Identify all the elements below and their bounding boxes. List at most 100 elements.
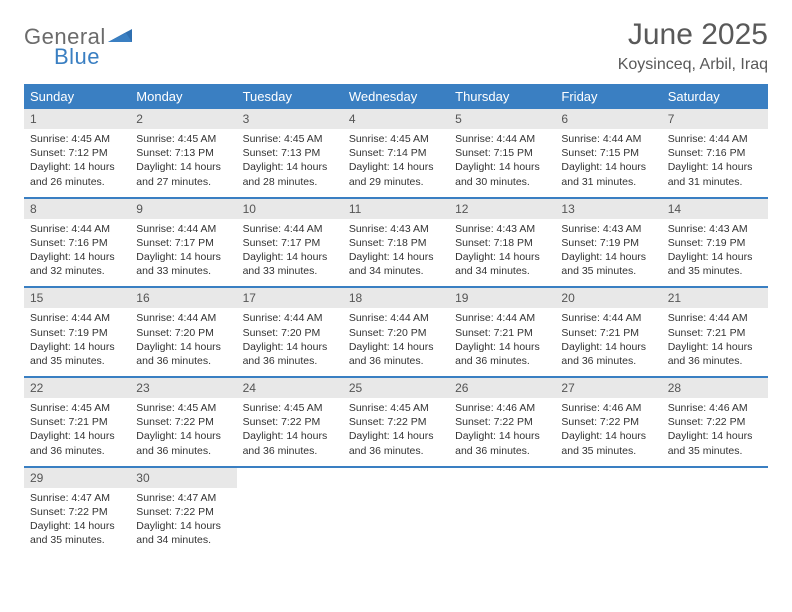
daylight-line: Daylight: 14 hours and 32 minutes. xyxy=(30,250,124,278)
day-cell: 3Sunrise: 4:45 AMSunset: 7:13 PMDaylight… xyxy=(237,109,343,197)
day-body: Sunrise: 4:45 AMSunset: 7:22 PMDaylight:… xyxy=(237,398,343,458)
day-number: 18 xyxy=(343,288,449,308)
day-cell: .. xyxy=(343,468,449,556)
weekday-header-monday: Monday xyxy=(130,84,236,109)
logo: General Blue xyxy=(24,18,134,70)
daylight-line: Daylight: 14 hours and 35 minutes. xyxy=(30,519,124,547)
sunrise-line: Sunrise: 4:44 AM xyxy=(668,311,762,325)
sunset-line: Sunset: 7:22 PM xyxy=(668,415,762,429)
header-row: General Blue June 2025 Koysinceq, Arbil,… xyxy=(24,18,768,74)
sunrise-line: Sunrise: 4:44 AM xyxy=(30,222,124,236)
day-number: 8 xyxy=(24,199,130,219)
daylight-line: Daylight: 14 hours and 34 minutes. xyxy=(136,519,230,547)
daylight-line: Daylight: 14 hours and 36 minutes. xyxy=(349,340,443,368)
day-cell: 15Sunrise: 4:44 AMSunset: 7:19 PMDayligh… xyxy=(24,288,130,376)
day-body: Sunrise: 4:43 AMSunset: 7:18 PMDaylight:… xyxy=(449,219,555,279)
daylight-line: Daylight: 14 hours and 26 minutes. xyxy=(30,160,124,188)
weekday-header-friday: Friday xyxy=(555,84,661,109)
location-label: Koysinceq, Arbil, Iraq xyxy=(618,56,768,74)
day-number: 28 xyxy=(662,378,768,398)
day-cell: 20Sunrise: 4:44 AMSunset: 7:21 PMDayligh… xyxy=(555,288,661,376)
day-body: Sunrise: 4:45 AMSunset: 7:13 PMDaylight:… xyxy=(237,129,343,189)
daylight-line: Daylight: 14 hours and 36 minutes. xyxy=(136,429,230,457)
day-body: Sunrise: 4:44 AMSunset: 7:19 PMDaylight:… xyxy=(24,308,130,368)
sunrise-line: Sunrise: 4:44 AM xyxy=(136,311,230,325)
logo-triangle-icon xyxy=(108,26,134,49)
sunset-line: Sunset: 7:19 PM xyxy=(668,236,762,250)
sunset-line: Sunset: 7:21 PM xyxy=(668,326,762,340)
sunrise-line: Sunrise: 4:47 AM xyxy=(30,491,124,505)
sunset-line: Sunset: 7:19 PM xyxy=(30,326,124,340)
weekday-header-row: SundayMondayTuesdayWednesdayThursdayFrid… xyxy=(24,84,768,109)
week-row: 29Sunrise: 4:47 AMSunset: 7:22 PMDayligh… xyxy=(24,466,768,556)
daylight-line: Daylight: 14 hours and 36 minutes. xyxy=(30,429,124,457)
sunrise-line: Sunrise: 4:45 AM xyxy=(349,132,443,146)
day-cell: 7Sunrise: 4:44 AMSunset: 7:16 PMDaylight… xyxy=(662,109,768,197)
daylight-line: Daylight: 14 hours and 36 minutes. xyxy=(243,429,337,457)
calendar-grid: SundayMondayTuesdayWednesdayThursdayFrid… xyxy=(24,84,768,555)
day-cell: 24Sunrise: 4:45 AMSunset: 7:22 PMDayligh… xyxy=(237,378,343,466)
daylight-line: Daylight: 14 hours and 33 minutes. xyxy=(243,250,337,278)
sunset-line: Sunset: 7:12 PM xyxy=(30,146,124,160)
daylight-line: Daylight: 14 hours and 34 minutes. xyxy=(455,250,549,278)
sunrise-line: Sunrise: 4:46 AM xyxy=(561,401,655,415)
sunrise-line: Sunrise: 4:43 AM xyxy=(668,222,762,236)
day-cell: 9Sunrise: 4:44 AMSunset: 7:17 PMDaylight… xyxy=(130,199,236,287)
sunset-line: Sunset: 7:19 PM xyxy=(561,236,655,250)
sunset-line: Sunset: 7:17 PM xyxy=(243,236,337,250)
day-cell: 27Sunrise: 4:46 AMSunset: 7:22 PMDayligh… xyxy=(555,378,661,466)
day-number: 2 xyxy=(130,109,236,129)
weekday-header-thursday: Thursday xyxy=(449,84,555,109)
day-cell: 10Sunrise: 4:44 AMSunset: 7:17 PMDayligh… xyxy=(237,199,343,287)
weekday-header-tuesday: Tuesday xyxy=(237,84,343,109)
day-number: 15 xyxy=(24,288,130,308)
sunset-line: Sunset: 7:20 PM xyxy=(243,326,337,340)
day-number: 27 xyxy=(555,378,661,398)
day-cell: .. xyxy=(662,468,768,556)
week-row: 15Sunrise: 4:44 AMSunset: 7:19 PMDayligh… xyxy=(24,286,768,376)
sunset-line: Sunset: 7:17 PM xyxy=(136,236,230,250)
day-cell: 18Sunrise: 4:44 AMSunset: 7:20 PMDayligh… xyxy=(343,288,449,376)
sunset-line: Sunset: 7:21 PM xyxy=(30,415,124,429)
month-title: June 2025 xyxy=(618,18,768,52)
sunset-line: Sunset: 7:22 PM xyxy=(136,415,230,429)
daylight-line: Daylight: 14 hours and 35 minutes. xyxy=(561,250,655,278)
sunrise-line: Sunrise: 4:45 AM xyxy=(30,132,124,146)
sunrise-line: Sunrise: 4:45 AM xyxy=(136,132,230,146)
day-body: Sunrise: 4:43 AMSunset: 7:19 PMDaylight:… xyxy=(662,219,768,279)
sunrise-line: Sunrise: 4:43 AM xyxy=(455,222,549,236)
sunset-line: Sunset: 7:18 PM xyxy=(455,236,549,250)
logo-text-block: General Blue xyxy=(24,24,134,70)
daylight-line: Daylight: 14 hours and 36 minutes. xyxy=(455,340,549,368)
sunrise-line: Sunrise: 4:43 AM xyxy=(561,222,655,236)
day-body: Sunrise: 4:45 AMSunset: 7:22 PMDaylight:… xyxy=(130,398,236,458)
sunrise-line: Sunrise: 4:44 AM xyxy=(349,311,443,325)
day-cell: 12Sunrise: 4:43 AMSunset: 7:18 PMDayligh… xyxy=(449,199,555,287)
sunset-line: Sunset: 7:15 PM xyxy=(561,146,655,160)
weeks-container: 1Sunrise: 4:45 AMSunset: 7:12 PMDaylight… xyxy=(24,109,768,555)
sunset-line: Sunset: 7:22 PM xyxy=(30,505,124,519)
sunrise-line: Sunrise: 4:47 AM xyxy=(136,491,230,505)
day-number: 21 xyxy=(662,288,768,308)
sunrise-line: Sunrise: 4:44 AM xyxy=(455,311,549,325)
day-body: Sunrise: 4:45 AMSunset: 7:14 PMDaylight:… xyxy=(343,129,449,189)
day-number: 1 xyxy=(24,109,130,129)
sunrise-line: Sunrise: 4:44 AM xyxy=(243,311,337,325)
day-body: Sunrise: 4:44 AMSunset: 7:16 PMDaylight:… xyxy=(24,219,130,279)
day-body: Sunrise: 4:45 AMSunset: 7:22 PMDaylight:… xyxy=(343,398,449,458)
day-body: Sunrise: 4:44 AMSunset: 7:15 PMDaylight:… xyxy=(449,129,555,189)
day-body: Sunrise: 4:44 AMSunset: 7:17 PMDaylight:… xyxy=(237,219,343,279)
sunset-line: Sunset: 7:14 PM xyxy=(349,146,443,160)
day-body: Sunrise: 4:44 AMSunset: 7:16 PMDaylight:… xyxy=(662,129,768,189)
daylight-line: Daylight: 14 hours and 27 minutes. xyxy=(136,160,230,188)
day-number: 10 xyxy=(237,199,343,219)
day-number: 19 xyxy=(449,288,555,308)
day-body: Sunrise: 4:45 AMSunset: 7:13 PMDaylight:… xyxy=(130,129,236,189)
sunset-line: Sunset: 7:16 PM xyxy=(30,236,124,250)
day-number: 9 xyxy=(130,199,236,219)
day-body: Sunrise: 4:43 AMSunset: 7:18 PMDaylight:… xyxy=(343,219,449,279)
sunset-line: Sunset: 7:21 PM xyxy=(455,326,549,340)
weekday-header-saturday: Saturday xyxy=(662,84,768,109)
sunrise-line: Sunrise: 4:45 AM xyxy=(136,401,230,415)
day-cell: 21Sunrise: 4:44 AMSunset: 7:21 PMDayligh… xyxy=(662,288,768,376)
